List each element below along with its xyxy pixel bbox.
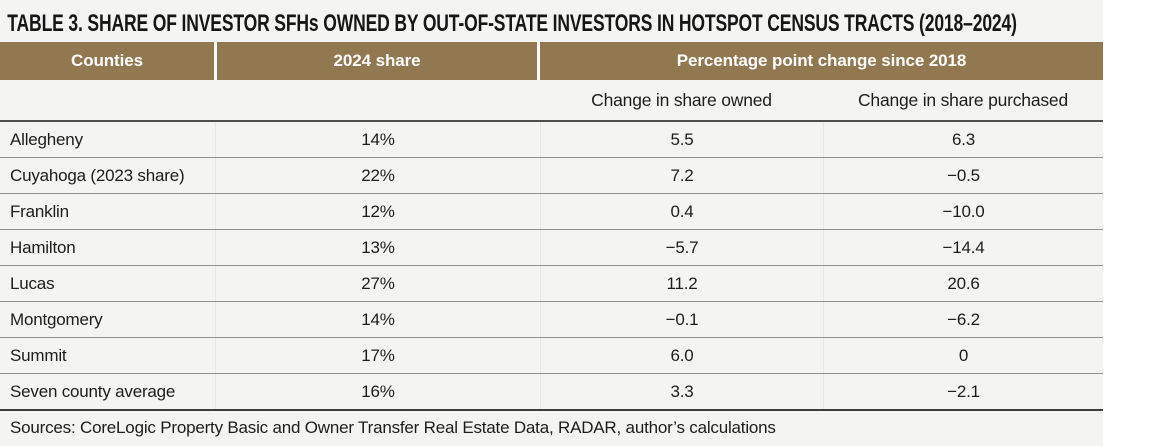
cell-change-purchased: −14.4 [823,230,1103,265]
cell-change-purchased: 0 [823,338,1103,373]
cell-change-owned: 11.2 [540,266,823,301]
table-row: Hamilton 13% −5.7 −14.4 [0,229,1103,265]
header-counties: Counties [0,42,214,80]
cell-share-2024: 16% [215,374,540,409]
cell-county: Cuyahoga (2023 share) [10,166,185,185]
header-2024-share: 2024 share [217,42,537,80]
cell-county: Seven county average [10,382,176,401]
cell-change-owned: −0.1 [540,302,823,337]
table-title: TABLE 3. SHARE OF INVESTOR SFHs OWNED BY… [7,10,1017,37]
cell-county: Summit [10,346,67,365]
table-row: Seven county average 16% 3.3 −2.1 [0,373,1103,409]
table-row: Allegheny 14% 5.5 6.3 [0,122,1103,157]
cell-share-2024: 13% [215,230,540,265]
table-container: TABLE 3. SHARE OF INVESTOR SFHs OWNED BY… [0,0,1103,446]
cell-county: Hamilton [10,238,76,257]
table-row: Franklin 12% 0.4 −10.0 [0,193,1103,229]
cell-change-owned: −5.7 [540,230,823,265]
table-body: Allegheny 14% 5.5 6.3 Cuyahoga (2023 sha… [0,120,1103,409]
cell-change-purchased: 6.3 [823,122,1103,157]
table-subheader-row: Change in share owned Change in share pu… [0,80,1103,120]
table-header-row: Counties 2024 share Percentage point cha… [0,42,1103,80]
cell-change-owned: 6.0 [540,338,823,373]
cell-county: Lucas [10,274,55,293]
cell-change-owned: 3.3 [540,374,823,409]
subheader-empty-share [215,80,540,120]
subheader-change-purchased: Change in share purchased [857,90,1068,110]
cell-change-purchased: 20.6 [823,266,1103,301]
cell-share-2024: 14% [215,122,540,157]
cell-county: Allegheny [10,130,83,149]
cell-change-purchased: −10.0 [823,194,1103,229]
cell-change-purchased: −2.1 [823,374,1103,409]
header-pp-change: Percentage point change since 2018 [540,42,1103,80]
cell-change-owned: 0.4 [540,194,823,229]
cell-share-2024: 17% [215,338,540,373]
table-row: Montgomery 14% −0.1 −6.2 [0,301,1103,337]
cell-change-owned: 5.5 [540,122,823,157]
table-row: Cuyahoga (2023 share) 22% 7.2 −0.5 [0,157,1103,193]
subheader-empty-counties [0,80,215,120]
subheader-change-owned: Change in share owned [591,90,772,110]
cell-county: Franklin [10,202,69,221]
cell-share-2024: 22% [215,158,540,193]
table-row: Lucas 27% 11.2 20.6 [0,265,1103,301]
sources-note: Sources: CoreLogic Property Basic and Ow… [0,409,1103,444]
cell-share-2024: 12% [215,194,540,229]
cell-change-owned: 7.2 [540,158,823,193]
table-row: Summit 17% 6.0 0 [0,337,1103,373]
cell-county: Montgomery [10,310,103,329]
cell-change-purchased: −6.2 [823,302,1103,337]
cell-change-purchased: −0.5 [823,158,1103,193]
cell-share-2024: 14% [215,302,540,337]
cell-share-2024: 27% [215,266,540,301]
